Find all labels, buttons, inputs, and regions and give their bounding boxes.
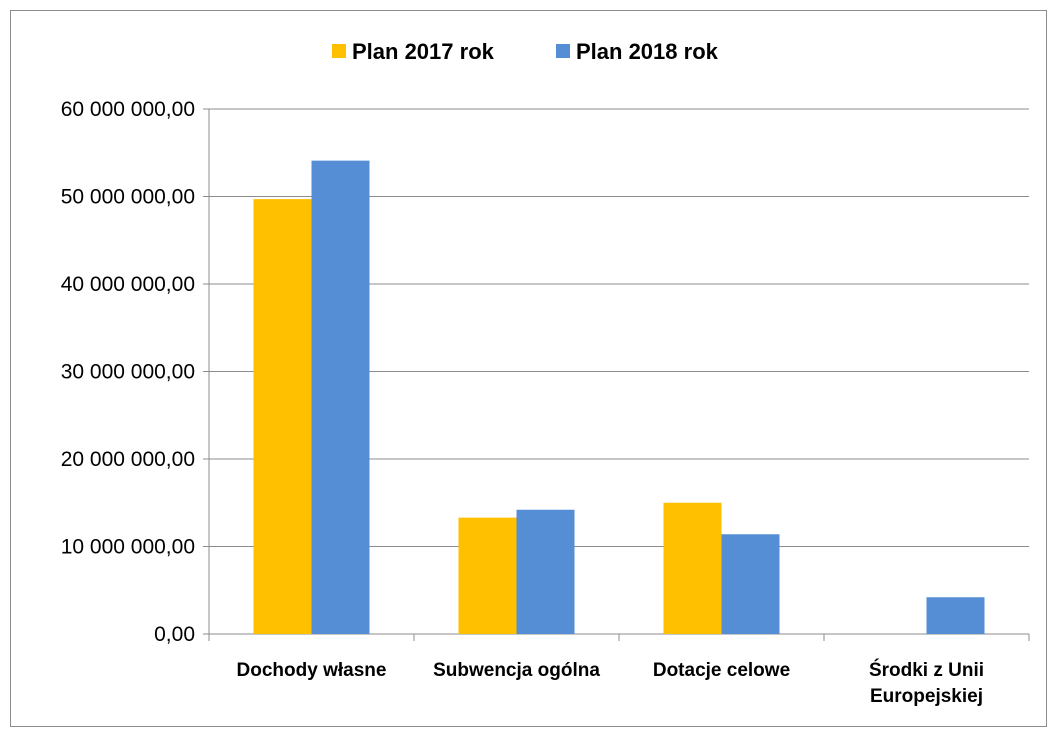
category-label: Europejskiej — [870, 686, 983, 707]
legend-swatch — [556, 44, 570, 58]
bar — [311, 160, 370, 634]
bar — [516, 509, 575, 634]
category-label: Środki z Unii — [869, 659, 984, 681]
y-tick-label: 40 000 000,00 — [61, 273, 195, 296]
y-tick-label: 50 000 000,00 — [61, 186, 195, 209]
category-label: Dotacje celowe — [653, 660, 790, 681]
bar — [458, 517, 517, 634]
legend-label: Plan 2017 rok — [352, 39, 495, 64]
bar — [926, 597, 985, 634]
y-tick-label: 10 000 000,00 — [61, 536, 195, 559]
bar — [721, 534, 780, 634]
legend-swatch — [332, 44, 346, 58]
category-label: Subwencja ogólna — [433, 660, 600, 681]
y-tick-label: 60 000 000,00 — [61, 98, 195, 121]
bar — [253, 199, 312, 634]
y-tick-label: 30 000 000,00 — [61, 361, 195, 384]
category-label: Dochody własne — [237, 660, 387, 681]
legend-label: Plan 2018 rok — [576, 39, 719, 64]
y-tick-label: 0,00 — [154, 623, 195, 646]
bar — [663, 502, 722, 634]
y-tick-label: 20 000 000,00 — [61, 448, 195, 471]
